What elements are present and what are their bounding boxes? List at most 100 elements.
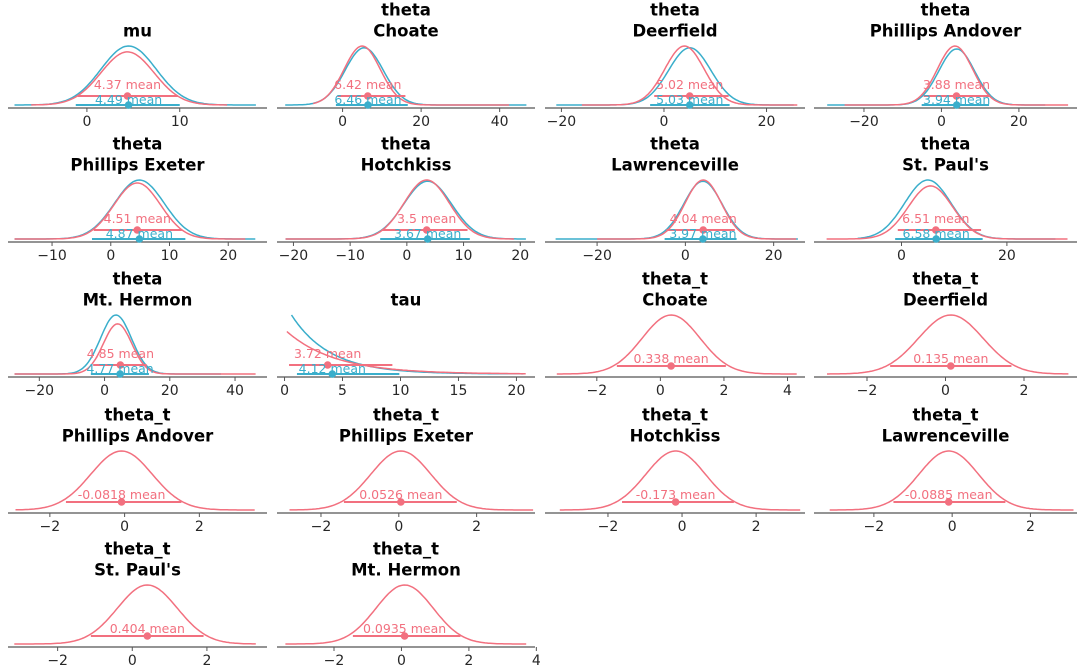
- x-tick-label: 10: [171, 114, 189, 130]
- mean-label: 6.51 mean: [902, 211, 969, 226]
- mean-label: 0.338 mean: [634, 351, 709, 366]
- panel-title: theta_t: [913, 270, 979, 289]
- mean-point-red: [944, 498, 953, 506]
- x-tick-label: 15: [450, 383, 468, 399]
- panel-15: theta_t Lawrenceville −2 0 2 -0.0885 mean: [814, 406, 1077, 535]
- x-tick-label: 10: [392, 383, 410, 399]
- mean-point-red: [323, 361, 332, 369]
- panel-14: theta_t Hotchkiss −2 0 2 -0.173 mean: [545, 406, 805, 535]
- panel-title: theta_t: [105, 406, 171, 425]
- x-tick-label: 0: [402, 248, 411, 264]
- x-tick-label: −20: [25, 383, 55, 399]
- x-tick-label: 20: [998, 248, 1016, 264]
- x-tick-label: 0: [656, 383, 665, 399]
- mean-label: 4.37 mean: [94, 77, 161, 92]
- x-tick-label: 0: [660, 114, 669, 130]
- panel-title: Choate: [373, 22, 438, 41]
- panel-title: Deerfield: [632, 22, 717, 41]
- mean-point-red: [932, 226, 940, 234]
- density-curve-red: [829, 450, 1074, 511]
- mean-point-red: [363, 92, 372, 100]
- mean-point-red: [422, 226, 431, 234]
- mean-point-blue: [699, 235, 707, 243]
- x-tick-label: −2: [598, 519, 619, 535]
- x-tick-label: 0: [394, 519, 403, 535]
- mean-label: 4.51 mean: [104, 211, 171, 226]
- mean-label: 4.12 mean: [299, 361, 366, 376]
- density-curve-red: [559, 450, 801, 511]
- mean-label: 3.94 mean: [923, 92, 990, 107]
- density-curve-blue: [285, 47, 527, 106]
- mean-point-blue: [364, 101, 372, 109]
- density-curve-red: [844, 45, 1069, 106]
- x-tick-label: −2: [857, 383, 878, 399]
- mean-point-red: [952, 92, 961, 100]
- mean-label: 5.03 mean: [656, 92, 723, 107]
- panel-17: theta_t Mt. Hermon −2 0 2 4 0.0935 mean: [277, 540, 541, 669]
- panel-title: Hotchkiss: [361, 156, 452, 175]
- mean-point-red: [133, 226, 142, 234]
- x-tick-label: 0: [948, 519, 957, 535]
- density-curve-red: [285, 179, 514, 240]
- x-tick-label: 0: [100, 383, 109, 399]
- density-curve-red: [14, 584, 256, 645]
- x-tick-label: 20: [511, 248, 529, 264]
- x-tick-label: 0: [678, 519, 687, 535]
- panel-title: theta_t: [642, 406, 708, 425]
- mean-label: 4.87 mean: [106, 226, 173, 241]
- x-tick-label: 0: [397, 653, 406, 669]
- x-tick-label: 2: [195, 519, 204, 535]
- x-tick-label: 2: [472, 519, 481, 535]
- density-curve-red: [827, 314, 1069, 375]
- panel-title: Mt. Hermon: [351, 561, 461, 580]
- panel-title: tau: [391, 291, 422, 310]
- mean-point-blue: [932, 235, 940, 243]
- mean-point-blue: [328, 370, 337, 378]
- x-tick-label: 20: [219, 248, 237, 264]
- mean-label: 3.5 mean: [397, 211, 456, 226]
- density-curve-red: [14, 182, 246, 240]
- x-tick-label: −2: [40, 519, 61, 535]
- mean-point-blue: [124, 101, 133, 109]
- mean-label: 3.88 mean: [923, 77, 990, 92]
- mean-label: 4.85 mean: [87, 346, 154, 361]
- x-tick-label: −2: [864, 519, 885, 535]
- x-tick-label: 40: [226, 383, 244, 399]
- panel-3: theta Phillips Andover −20 0 20 3.88 mean3.94…: [814, 1, 1077, 130]
- panel-title: theta: [921, 135, 971, 154]
- mean-label: 3.72 mean: [294, 346, 361, 361]
- mean-point-red: [123, 92, 132, 100]
- x-tick-label: −20: [849, 114, 879, 130]
- x-tick-label: 20: [508, 383, 526, 399]
- mean-label: -0.0885 mean: [905, 487, 993, 502]
- mean-point-blue: [952, 101, 961, 109]
- panel-title: theta_t: [913, 406, 979, 425]
- x-tick-label: −2: [586, 383, 607, 399]
- mean-label: 6.46 mean: [334, 92, 401, 107]
- panel-title: theta_t: [373, 540, 439, 559]
- x-tick-label: 2: [752, 519, 761, 535]
- x-tick-label: 0: [82, 114, 91, 130]
- x-tick-label: 20: [758, 114, 776, 130]
- panel-title: theta: [381, 135, 431, 154]
- x-tick-label: 40: [491, 114, 509, 130]
- mean-point-red: [117, 498, 126, 506]
- mean-label: 3.97 mean: [669, 226, 736, 241]
- x-tick-label: −10: [37, 248, 67, 264]
- x-tick-label: −2: [324, 653, 345, 669]
- mean-point-red: [667, 362, 675, 370]
- mean-label: 4.77 mean: [86, 361, 153, 376]
- panel-title: St. Paul's: [902, 156, 989, 175]
- mean-label: 0.135 mean: [913, 351, 988, 366]
- x-tick-label: 0: [937, 114, 946, 130]
- mean-point-blue: [685, 101, 694, 109]
- x-tick-label: 4: [532, 653, 541, 669]
- panel-title: Phillips Exeter: [339, 427, 474, 446]
- mean-label: -0.173 mean: [636, 487, 716, 502]
- panel-title: Deerfield: [903, 291, 988, 310]
- panel-title: theta_t: [105, 540, 171, 559]
